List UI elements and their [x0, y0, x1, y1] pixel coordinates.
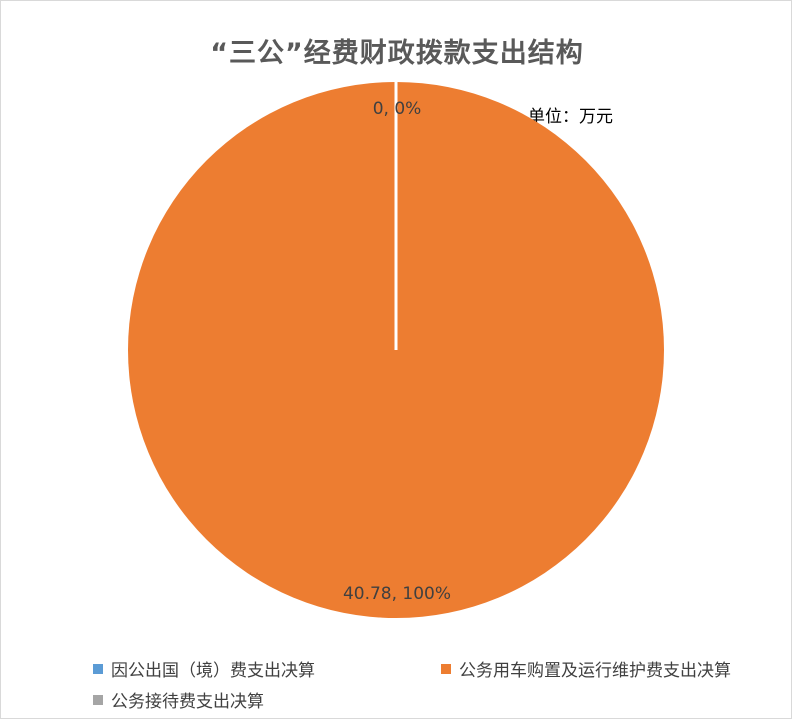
chart-title: “三公”经费财政拨款支出结构 [210, 38, 584, 69]
data-label-slice-vehicles: 40.78, 100% [343, 584, 451, 604]
unit-label: 单位：万元 [528, 107, 613, 127]
data-label-slice-overseas: 0, 0% [373, 99, 422, 119]
